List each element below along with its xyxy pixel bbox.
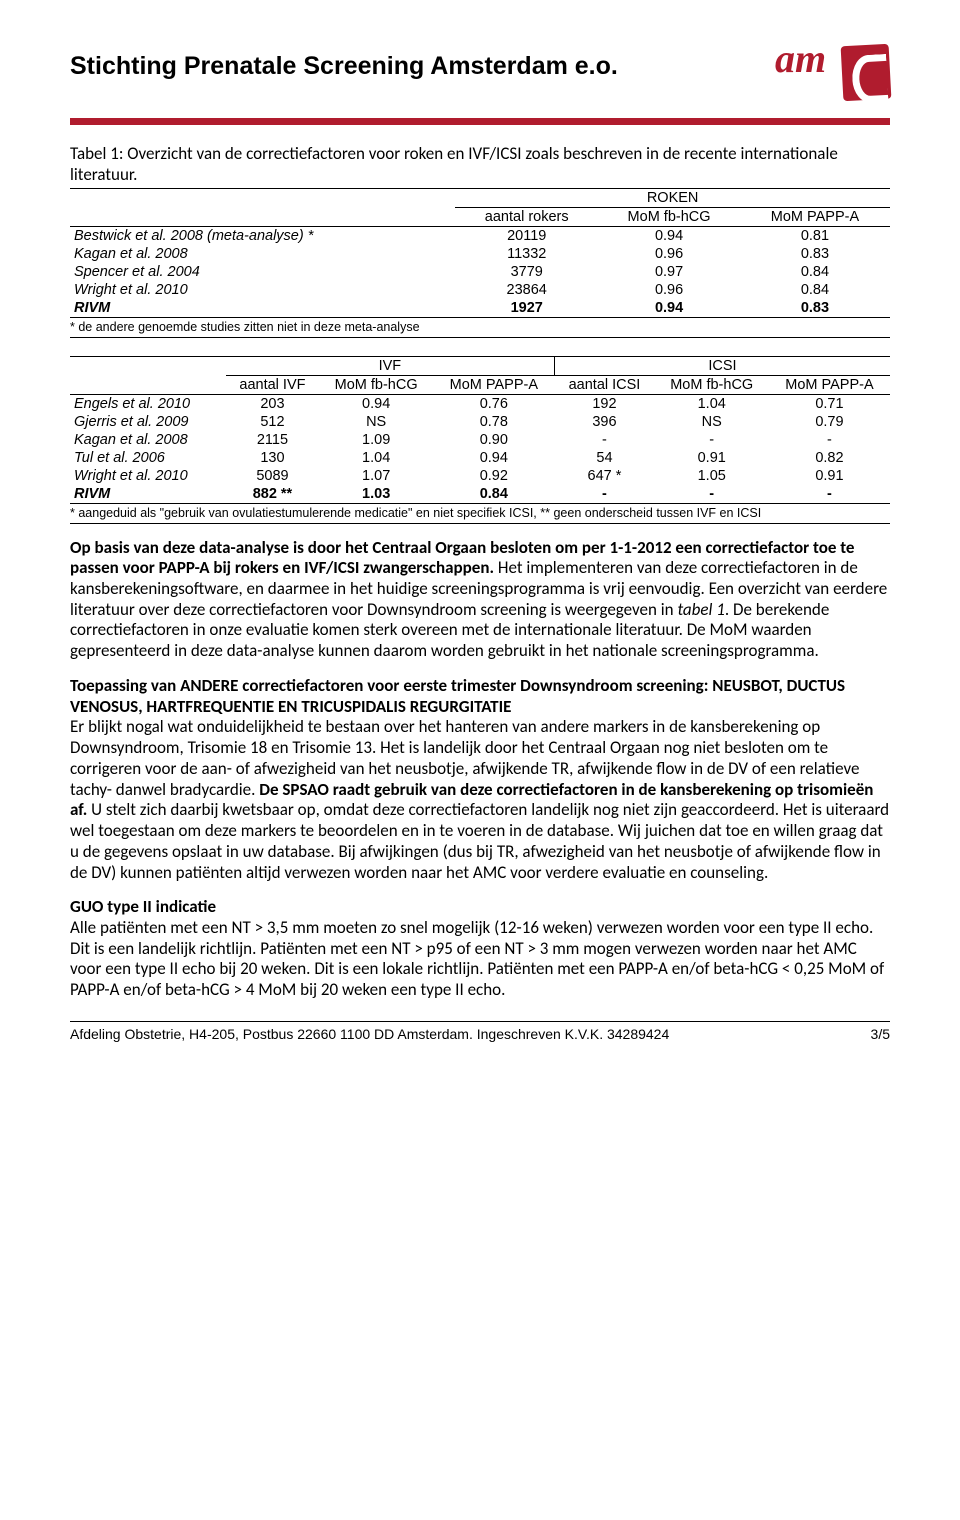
section2-heading: Toepassing van ANDERE correctiefactoren … (70, 676, 890, 717)
table-row: Wright et al. 2010238640.960.84 (70, 281, 890, 299)
table-row: Spencer et al. 200437790.970.84 (70, 263, 890, 281)
table1-col3: MoM PAPP-A (740, 207, 890, 226)
table1-caption: Tabel 1: Overzicht van de correctiefacto… (70, 143, 890, 186)
section2: Toepassing van ANDERE correctiefactoren … (70, 676, 890, 883)
header: Stichting Prenatale Screening Amsterdam … (70, 40, 890, 110)
page: Stichting Prenatale Screening Amsterdam … (0, 0, 960, 1072)
table2: IVF ICSI aantal IVF MoM fb-hCG MoM PAPP-… (70, 356, 890, 504)
amc-logo: am (770, 40, 890, 110)
section3: GUO type II indicatie Alle patiënten met… (70, 897, 890, 1001)
table-row: Engels et al. 20102030.940.761921.040.71 (70, 394, 890, 413)
footer-left: Afdeling Obstetrie, H4-205, Postbus 2266… (70, 1026, 669, 1042)
org-title: Stichting Prenatale Screening Amsterdam … (70, 52, 618, 81)
table-row: Kagan et al. 200821151.090.90--- (70, 431, 890, 449)
body-text: Op basis van deze data-analyse is door h… (70, 538, 890, 1001)
footer-page-number: 3/5 (871, 1026, 890, 1042)
page-footer: Afdeling Obstetrie, H4-205, Postbus 2266… (70, 1021, 890, 1042)
section3-heading: GUO type II indicatie (70, 897, 890, 918)
table1-footnote: * de andere genoemde studies zitten niet… (70, 318, 890, 338)
para1: Op basis van deze data-analyse is door h… (70, 538, 890, 662)
logo-text: am (775, 35, 826, 82)
header-red-bar (70, 118, 890, 125)
table-row: RIVM882 **1.030.84--- (70, 485, 890, 504)
table-row: Tul et al. 20061301.040.94540.910.82 (70, 449, 890, 467)
table2-footnote: * aangeduid als "gebruik van ovulatiestu… (70, 504, 890, 524)
table1-group-header: ROKEN (455, 188, 890, 207)
table2-group1: IVF (226, 356, 554, 375)
table1: ROKEN aantal rokers MoM fb-hCG MoM PAPP-… (70, 188, 890, 318)
table1-col2: MoM fb-hCG (598, 207, 740, 226)
table-row: RIVM19270.940.83 (70, 299, 890, 318)
table-row: Gjerris et al. 2009512NS0.78396NS0.79 (70, 413, 890, 431)
table1-col0 (70, 207, 455, 226)
table-row: Bestwick et al. 2008 (meta-analyse) *201… (70, 226, 890, 245)
table-row: Wright et al. 201050891.070.92647 *1.050… (70, 467, 890, 485)
table1-col1: aantal rokers (455, 207, 598, 226)
logo-c-icon (841, 44, 892, 101)
table2-group2: ICSI (554, 356, 890, 375)
table-row: Kagan et al. 2008113320.960.83 (70, 245, 890, 263)
